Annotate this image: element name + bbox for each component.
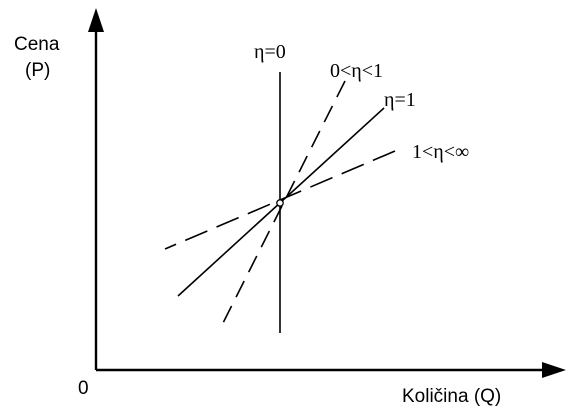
label-eta-0: η=0 bbox=[254, 41, 286, 63]
label-eta-1: η=1 bbox=[384, 89, 416, 111]
y-axis-label-line1: Cena bbox=[14, 34, 60, 55]
label-eta-1-to-inf: 1<η<∞ bbox=[412, 141, 469, 163]
label-eta-0-to-1: 0<η<1 bbox=[330, 60, 383, 82]
x-axis-label: Količina (Q) bbox=[402, 386, 501, 407]
y-axis-label-line2: (P) bbox=[25, 60, 50, 81]
y-axis-arrow bbox=[88, 8, 104, 32]
line-eta-0-to-1 bbox=[221, 80, 346, 326]
x-axis-arrow bbox=[542, 362, 566, 378]
intersection-point bbox=[276, 199, 284, 207]
origin-label: 0 bbox=[78, 378, 89, 399]
